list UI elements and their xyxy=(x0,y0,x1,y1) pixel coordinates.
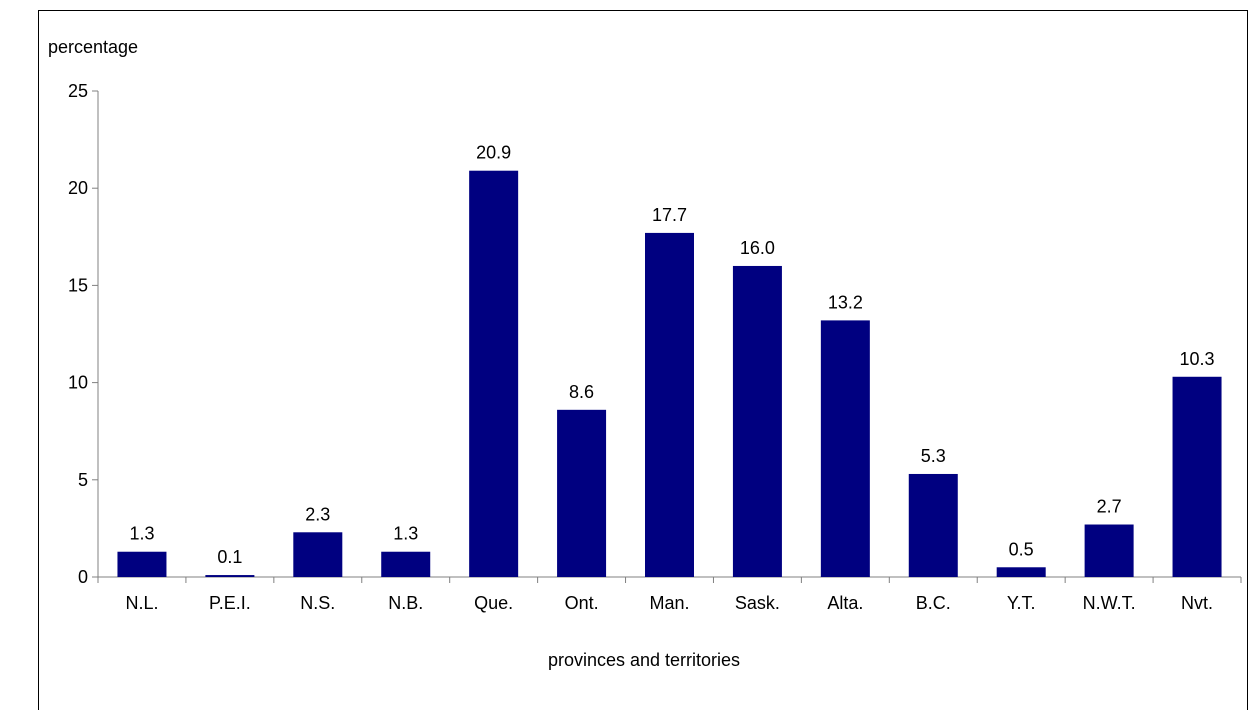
bar xyxy=(996,567,1046,577)
bar xyxy=(381,551,431,577)
y-tick-label: 5 xyxy=(78,470,88,490)
value-label: 2.7 xyxy=(1097,497,1122,517)
category-label: Que. xyxy=(474,593,513,613)
bar xyxy=(908,473,958,577)
bar xyxy=(1084,524,1134,577)
category-label: N.W.T. xyxy=(1083,593,1136,613)
value-label: 20.9 xyxy=(476,143,511,163)
category-label: N.L. xyxy=(125,593,158,613)
value-label: 5.3 xyxy=(921,446,946,466)
bar xyxy=(205,575,255,577)
bar xyxy=(645,232,694,578)
bar xyxy=(1172,376,1222,577)
y-tick-label: 10 xyxy=(68,373,88,393)
value-label: 10.3 xyxy=(1180,349,1215,369)
y-tick-label: 20 xyxy=(68,178,88,198)
x-axis xyxy=(97,576,1242,583)
category-label: N.B. xyxy=(388,593,423,613)
value-label: 1.3 xyxy=(393,524,418,544)
value-label: 8.6 xyxy=(569,382,594,402)
bar xyxy=(293,532,343,577)
bar xyxy=(732,265,782,577)
bar xyxy=(469,170,519,578)
value-label: 0.1 xyxy=(217,547,242,567)
value-labels: 1.3 0.1 2.3 1.3 20.9 8.6 17.7 16.0 13.2 5.3 0.5 2.7… xyxy=(129,143,1214,567)
bar xyxy=(820,320,870,577)
y-axis-title: percentage xyxy=(48,37,138,57)
value-label: 2.3 xyxy=(305,504,330,524)
value-label: 0.5 xyxy=(1009,539,1034,559)
category-label: Sask. xyxy=(735,593,780,613)
value-label: 1.3 xyxy=(129,524,154,544)
bar xyxy=(117,551,167,577)
bar xyxy=(557,409,607,577)
category-labels: N.L. P.E.I. N.S. N.B. Que. Ont. Man. Sask. Alta.… xyxy=(125,593,1213,613)
y-axis: 0 5 10 15 20 25 xyxy=(68,81,99,587)
category-label: Ont. xyxy=(565,593,599,613)
value-label: 13.2 xyxy=(828,292,863,312)
bars xyxy=(117,170,1222,578)
category-label: P.E.I. xyxy=(209,593,251,613)
category-label: Man. xyxy=(649,593,689,613)
chart-frame xyxy=(38,10,1248,710)
x-axis-title: provinces and territories xyxy=(548,650,740,670)
category-label: B.C. xyxy=(916,593,951,613)
y-tick-label: 25 xyxy=(68,81,88,101)
y-tick-label: 15 xyxy=(68,275,88,295)
category-label: Y.T. xyxy=(1007,593,1036,613)
category-label: Nvt. xyxy=(1181,593,1213,613)
category-label: Alta. xyxy=(827,593,863,613)
value-label: 16.0 xyxy=(740,238,775,258)
category-label: N.S. xyxy=(300,593,335,613)
y-tick-label: 0 xyxy=(78,567,88,587)
value-label: 17.7 xyxy=(652,205,687,225)
